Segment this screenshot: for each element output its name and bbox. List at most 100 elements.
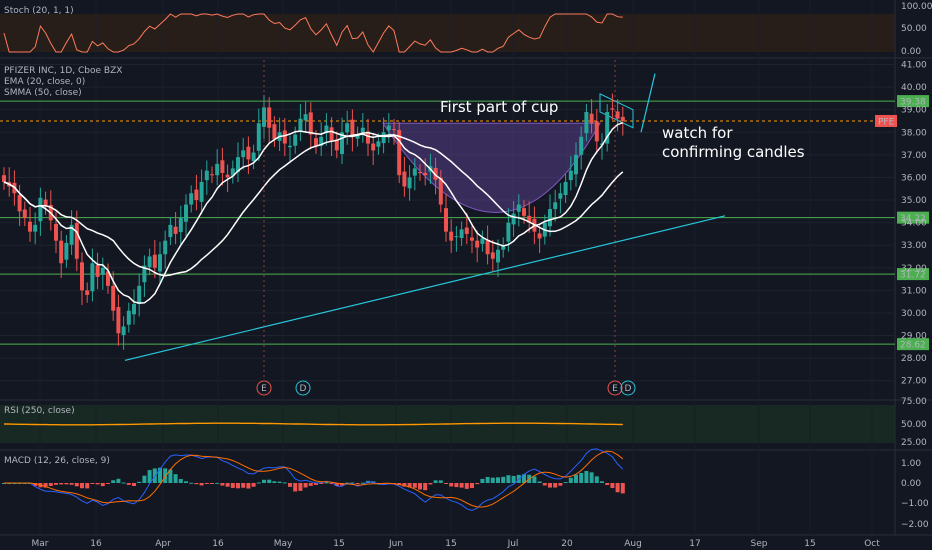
- ema-line: [3, 121, 624, 304]
- candle-body: [298, 118, 303, 131]
- macd-histogram-bar: [267, 479, 272, 483]
- macd-histogram-bar: [340, 483, 344, 486]
- macd-histogram-bar: [158, 467, 162, 483]
- macd-histogram-bar: [360, 482, 365, 484]
- date-tick-label: Oct: [864, 539, 880, 549]
- macd-histogram-bar: [126, 483, 131, 485]
- macd-histogram-bar: [111, 480, 116, 483]
- stoch-label: Stoch (20, 1, 1): [4, 6, 74, 16]
- macd-histogram-bar: [64, 483, 69, 485]
- macd-histogram-bar: [454, 483, 459, 488]
- macd-histogram-bar: [615, 483, 620, 493]
- macd-histogram-bar: [43, 483, 48, 488]
- macd-histogram-bar: [475, 483, 480, 485]
- ema-label: EMA (20, close, 0): [4, 77, 85, 87]
- candle-body: [485, 240, 490, 255]
- rsi-line: [3, 422, 623, 426]
- macd-histogram-bar: [251, 483, 256, 487]
- macd-histogram-bar: [402, 483, 407, 487]
- macd-histogram-bar: [480, 478, 485, 483]
- current-price-tag: [875, 114, 897, 127]
- candle-body: [204, 170, 209, 181]
- macd-histogram-bar: [85, 483, 90, 489]
- macd-histogram-bar: [48, 483, 53, 486]
- macd-histogram-bar: [59, 483, 64, 485]
- level-tag: [897, 211, 929, 224]
- macd-histogram-bar: [230, 483, 235, 488]
- annotation-cup: First part of cup: [440, 98, 558, 116]
- macd-histogram-bar: [334, 483, 339, 487]
- macd-histogram-bar: [204, 483, 209, 484]
- candle-body: [282, 130, 287, 144]
- macd-histogram-bar: [605, 483, 610, 486]
- macd-histogram-bar: [293, 483, 298, 492]
- candle-body: [438, 177, 443, 205]
- macd-histogram-bar: [142, 475, 147, 483]
- price-tick-label: 29.00: [901, 332, 927, 342]
- candle-body: [116, 307, 121, 334]
- macd-histogram-bar: [189, 482, 194, 484]
- macd-histogram-bar: [589, 472, 594, 483]
- flag-pattern: [599, 93, 634, 129]
- macd-histogram-bar: [407, 483, 412, 488]
- candle-body: [2, 175, 6, 182]
- panes: [0, 0, 932, 536]
- candle-body: [163, 240, 168, 255]
- macd-histogram-bar: [74, 483, 79, 487]
- candle-body: [449, 231, 454, 241]
- stoch-line: [3, 13, 623, 53]
- candle-body: [288, 145, 292, 148]
- candle-body: [522, 208, 526, 216]
- macd-histogram-bar: [80, 483, 84, 489]
- macd-histogram-bar: [220, 483, 225, 486]
- candle-body: [220, 160, 225, 173]
- candle-body: [319, 136, 324, 146]
- date-tick-label: 16: [90, 539, 102, 549]
- candle-body: [314, 138, 318, 146]
- macd-histogram-bar: [168, 469, 173, 483]
- candle-body: [376, 141, 381, 147]
- trendline: [124, 215, 726, 361]
- macd-histogram-bar: [558, 483, 563, 486]
- candle-body: [168, 224, 173, 238]
- candle-body: [54, 223, 58, 241]
- price-tick-label: 36.00: [901, 173, 927, 183]
- macd-tick-label: 1.00: [901, 459, 921, 469]
- stoch-tick-label: 100.00: [901, 2, 932, 12]
- macd-histogram-bar: [444, 483, 448, 484]
- price-tick-label: 34.00: [901, 219, 927, 229]
- macd-histogram-bar: [418, 483, 422, 490]
- macd-histogram-bar: [553, 483, 558, 488]
- candle-body: [106, 271, 110, 286]
- candle-body: [194, 189, 199, 201]
- date-tick-label: May: [274, 539, 293, 549]
- macd-histogram-bar: [459, 483, 464, 488]
- candle-body: [381, 132, 386, 144]
- level-tag-label: 39.38: [900, 98, 926, 108]
- candle-body: [95, 265, 100, 277]
- candle-body: [111, 285, 116, 311]
- symbol-title: PFIZER INC, 1D, Cboe BZX: [4, 66, 122, 76]
- candle-body: [423, 172, 428, 176]
- date-tick-label: 15: [333, 539, 344, 549]
- macd-histogram-bar: [329, 483, 334, 484]
- axes: 41.00 40.00 39.00 38.00 37.00 36.00 35.00 34.00…: [32, 2, 932, 549]
- candle-body: [537, 233, 542, 239]
- candle-body: [33, 224, 38, 232]
- level-tag: [897, 95, 929, 108]
- macd-histogram-bar: [324, 482, 329, 484]
- price-tick-label: 32.00: [901, 264, 927, 274]
- candle-body: [80, 262, 84, 291]
- macd-histogram-bar: [298, 483, 303, 491]
- macd-histogram-bar: [199, 483, 204, 486]
- macd-histogram-bar: [428, 483, 433, 485]
- rsi-tick-label: 75.00: [901, 397, 927, 407]
- macd-histogram-bar: [236, 483, 240, 489]
- candle-body: [433, 167, 438, 180]
- candle-body: [548, 209, 552, 227]
- macd-histogram-bar: [173, 474, 178, 483]
- candle-body: [511, 213, 516, 225]
- macd-histogram-bar: [438, 480, 443, 483]
- macd-histogram-bar: [163, 468, 168, 483]
